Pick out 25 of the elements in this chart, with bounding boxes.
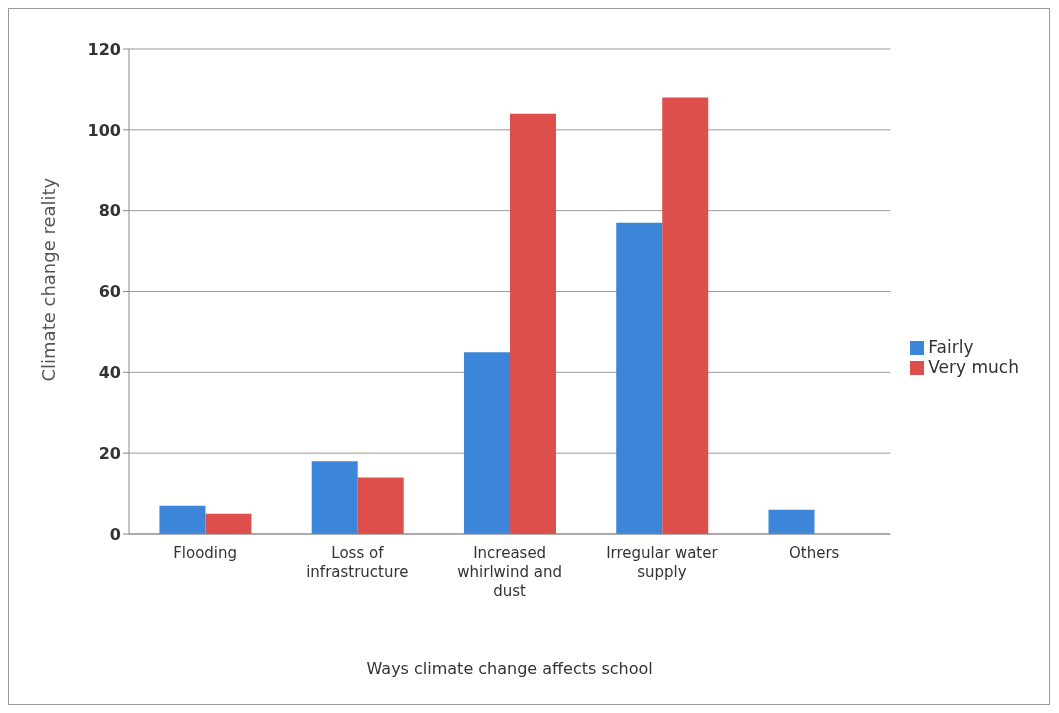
x-tick-label: Increased whirlwind and dust — [457, 544, 563, 600]
bar — [205, 513, 252, 534]
legend-label: Very much — [928, 356, 1019, 377]
x-tick-label: Irregular water supply — [606, 544, 719, 581]
legend-label: Fairly — [928, 336, 974, 357]
y-tick-label: 0 — [109, 524, 121, 544]
y-tick-label: 80 — [98, 201, 121, 221]
y-tick-label: 100 — [87, 120, 121, 140]
bar — [357, 477, 404, 534]
y-tick-label: 20 — [98, 443, 121, 463]
bar — [509, 113, 556, 534]
x-tick-label: Loss of infrastructure — [306, 544, 409, 581]
bar — [159, 505, 206, 534]
x-tick-label: Flooding — [173, 544, 238, 562]
bar — [662, 97, 709, 534]
y-tick-label: 120 — [87, 39, 121, 59]
y-axis-title: Climate change reality — [38, 177, 60, 382]
y-tick-label: 40 — [98, 363, 121, 383]
x-tick-label: Others — [788, 544, 840, 562]
bar — [768, 509, 815, 534]
x-axis-title: Ways climate change affects school — [366, 659, 653, 678]
bar — [311, 461, 358, 534]
bar — [616, 222, 663, 534]
bar — [463, 352, 510, 534]
y-tick-label: 60 — [98, 282, 121, 302]
